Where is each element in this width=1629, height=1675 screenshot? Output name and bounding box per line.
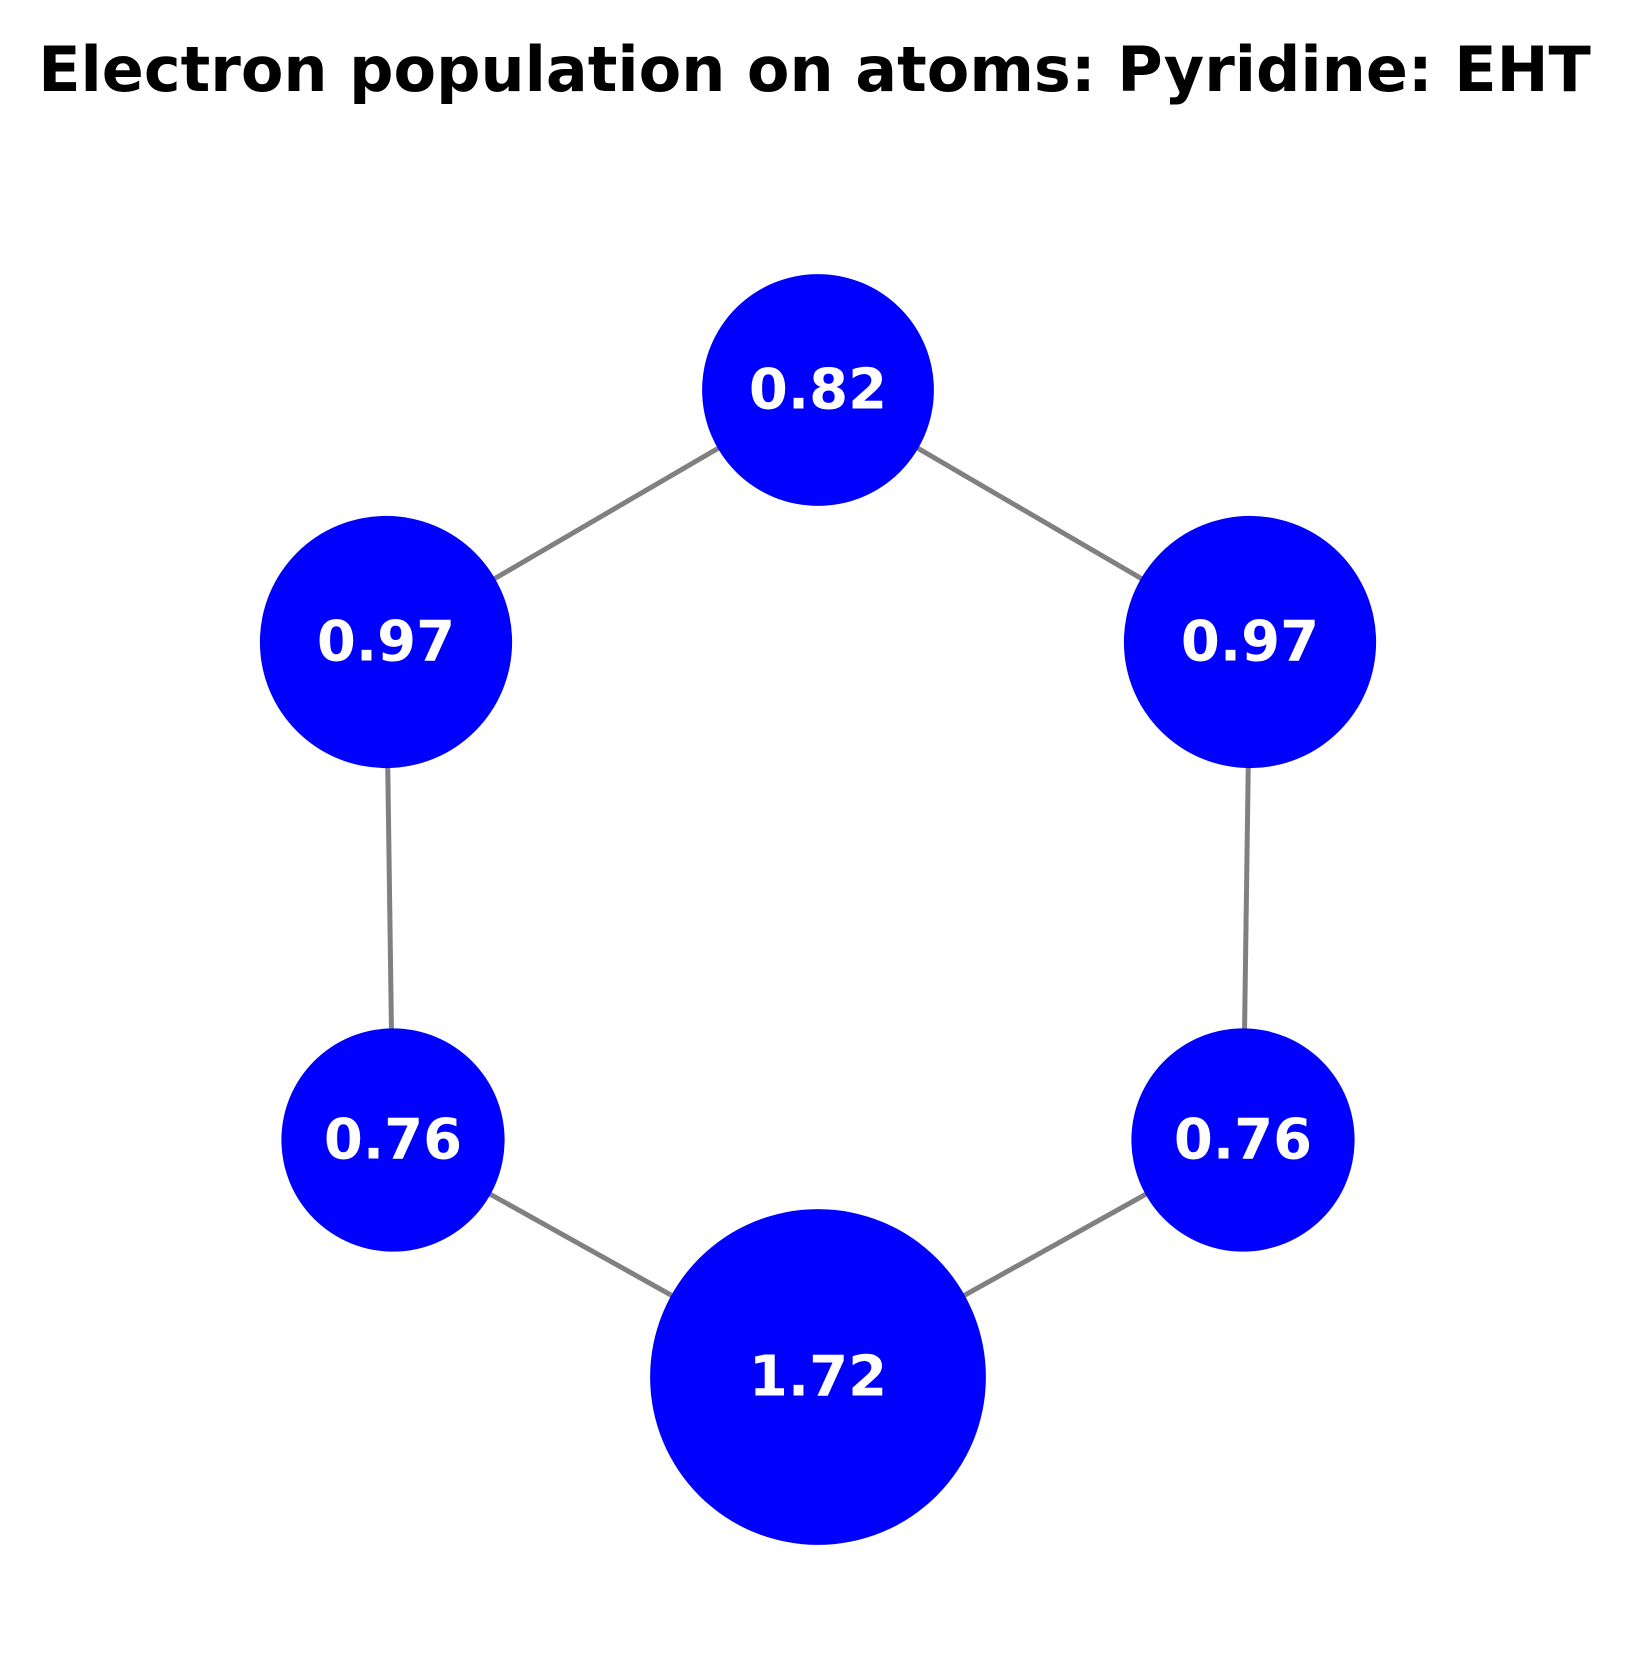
atom-population-label: 0.97 — [317, 610, 455, 675]
atom-circle — [281, 1028, 505, 1252]
atom-layer: 0.82 0.97 0.76 1.72 0.76 0.97 — [259, 274, 1377, 1545]
atom-population-label: 0.82 — [749, 358, 887, 423]
atom-population-label: 0.97 — [1181, 610, 1319, 675]
atom-node-upper-right: 0.97 — [1123, 515, 1377, 769]
atom-circle — [702, 274, 934, 506]
atom-node-bottom: 1.72 — [650, 1209, 986, 1545]
atom-node-top: 0.82 — [702, 274, 934, 506]
atom-circle — [1123, 515, 1377, 769]
atom-node-lower-right: 0.76 — [1131, 1028, 1355, 1252]
atom-population-label: 1.72 — [749, 1345, 887, 1410]
atom-node-upper-left: 0.97 — [259, 515, 513, 769]
atom-population-label: 0.76 — [324, 1108, 462, 1173]
atom-circle — [650, 1209, 986, 1545]
atom-node-lower-left: 0.76 — [281, 1028, 505, 1252]
atom-population-label: 0.76 — [1174, 1108, 1312, 1173]
atom-circle — [259, 515, 513, 769]
atom-circle — [1131, 1028, 1355, 1252]
diagram-title: Electron population on atoms: Pyridine: … — [38, 33, 1591, 106]
